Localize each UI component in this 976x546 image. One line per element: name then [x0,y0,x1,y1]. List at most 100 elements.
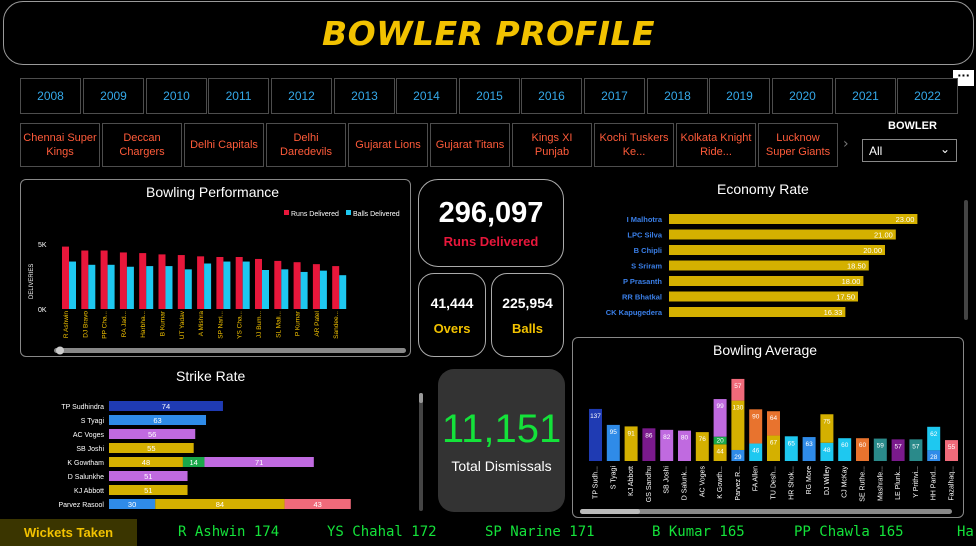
economy-bar [669,245,885,255]
average-value-label: 60 [841,442,849,449]
average-bar-segment [713,444,727,461]
strike-category-label: S Tyagi [81,418,105,425]
average-bar-segment [713,436,727,445]
year-button[interactable]: 2012 [271,78,332,114]
average-bar-segment [660,429,674,461]
year-button[interactable]: 2022 [897,78,958,114]
y-tick-label: 0K [38,307,47,314]
average-value-label: 137 [590,413,601,420]
wickets-ticker-label: Wickets Taken [0,519,137,546]
economy-bar [669,276,864,286]
team-button[interactable]: Kolkata Knight Ride... [676,123,756,167]
team-button[interactable]: Gujarat Titans [430,123,510,167]
year-button[interactable]: 2018 [647,78,708,114]
year-button[interactable]: 2021 [835,78,896,114]
average-value-label: 63 [805,441,813,448]
year-button[interactable]: 2013 [334,78,395,114]
team-button[interactable]: Deccan Chargers [102,123,182,167]
bar-runs-delivered [119,252,127,309]
team-button[interactable]: Delhi Capitals [184,123,264,167]
strike-category-label: TP Sudhindra [61,404,104,411]
average-bar-segment [891,439,905,461]
runs-delivered-card: 296,097 Runs Delivered [418,179,564,267]
average-x-tick-label: TP Sudh... [593,466,600,499]
bowling-performance-chart: Runs Delivered Balls Delivered DELIVERIES 5… [29,210,406,355]
horizontal-scrollbar [54,348,406,353]
strike-value-label: 71 [255,458,263,467]
year-button[interactable]: 2019 [709,78,770,114]
economy-value-label: 20.00 [863,246,882,255]
ticker-item: B Kumar 165 [652,524,745,540]
average-value-label: 75 [823,418,831,425]
x-tick-label: SL Mali... [275,311,282,338]
year-button[interactable]: 2008 [20,78,81,114]
average-bar-segment [589,408,602,461]
average-x-tick-label: SB Joshi [664,466,671,494]
year-button[interactable]: 2011 [208,78,269,114]
average-bar-segment [624,426,638,461]
average-x-tick-label: SE Ruthe... [860,466,867,502]
average-bar-segment [784,436,798,461]
economy-value-label: 23.00 [896,215,915,224]
average-x-tick-label: Mashrafe... [877,466,884,501]
bar-runs-delivered [312,264,320,309]
year-button[interactable]: 2009 [83,78,144,114]
bar-balls-delivered [146,266,154,309]
strike-bar-segment [109,401,223,411]
strike-value-label: 14 [190,458,198,467]
average-bar-segment [820,414,834,443]
scrollbar-handle [56,346,64,355]
average-bar-segment [927,426,941,451]
x-tick-label: RA Jad... [121,311,128,338]
strike-value-label: 74 [162,402,170,411]
strike-bar-segment [109,443,194,453]
chevron-right-icon[interactable]: › [843,136,849,152]
x-tick-label: B Kumar [160,310,167,336]
legend-label-runs: Runs Delivered [291,211,339,218]
average-value-label: 20 [716,437,724,444]
ellipsis-icon[interactable]: ··· [953,70,974,86]
year-button[interactable]: 2014 [396,78,457,114]
year-button[interactable]: 2010 [146,78,207,114]
average-bar-segment [678,430,691,461]
year-button[interactable]: 2017 [584,78,645,114]
strike-bar-segment [109,499,156,509]
legend-swatch-runs [284,210,289,215]
bowling-average-title: Bowling Average [713,342,818,358]
team-button[interactable]: Chennai Super Kings [20,123,100,167]
strike-bar-segment [204,457,314,467]
strike-rate-scrollbar[interactable] [419,393,423,511]
bar-runs-delivered [293,262,301,309]
average-value-label: 65 [788,440,796,447]
average-bar-segment [695,432,709,461]
strike-rate-title: Strike Rate [176,368,246,384]
average-value-label: 91 [627,430,635,437]
bar-runs-delivered [274,260,282,309]
ticker-item: R Ashwin 174 [178,524,280,540]
average-x-tick-label: KJ Abbott [628,466,635,496]
x-tick-label: P Kumar [295,310,302,336]
x-tick-label: Harbha... [140,311,147,338]
team-button[interactable]: Lucknow Super Giants [758,123,838,167]
economy-value-label: 18.50 [847,262,866,271]
bowler-dropdown[interactable]: All ⌄ [862,139,957,162]
bar-balls-delivered [223,261,231,309]
bar-runs-delivered [177,255,185,309]
strike-bar-segment [182,457,205,467]
strike-rate-scroll-thumb[interactable] [419,393,423,403]
team-button[interactable]: Kings XI Punjab [512,123,592,167]
year-button[interactable]: 2020 [772,78,833,114]
economy-scrollbar[interactable] [964,200,968,320]
year-button[interactable]: 2015 [459,78,520,114]
team-button[interactable]: Gujarat Lions [348,123,428,167]
team-button[interactable]: Delhi Daredevils [266,123,346,167]
ticker-item: Ha [957,524,974,540]
average-bar-segment [767,435,780,461]
strike-bar-segment [109,429,196,439]
team-button[interactable]: Kochi Tuskers Ke... [594,123,674,167]
average-value-label: 80 [681,435,689,442]
legend-swatch-balls [346,210,351,215]
bar-balls-delivered [126,266,134,309]
strike-value-label: 63 [153,416,161,425]
year-button[interactable]: 2016 [521,78,582,114]
